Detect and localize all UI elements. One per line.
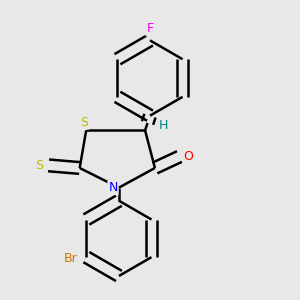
- Text: N: N: [108, 181, 118, 194]
- Text: S: S: [81, 116, 88, 129]
- Text: S: S: [35, 159, 44, 172]
- Text: O: O: [184, 150, 194, 163]
- Text: Br: Br: [64, 252, 77, 265]
- Text: F: F: [146, 22, 154, 35]
- Text: H: H: [159, 119, 168, 132]
